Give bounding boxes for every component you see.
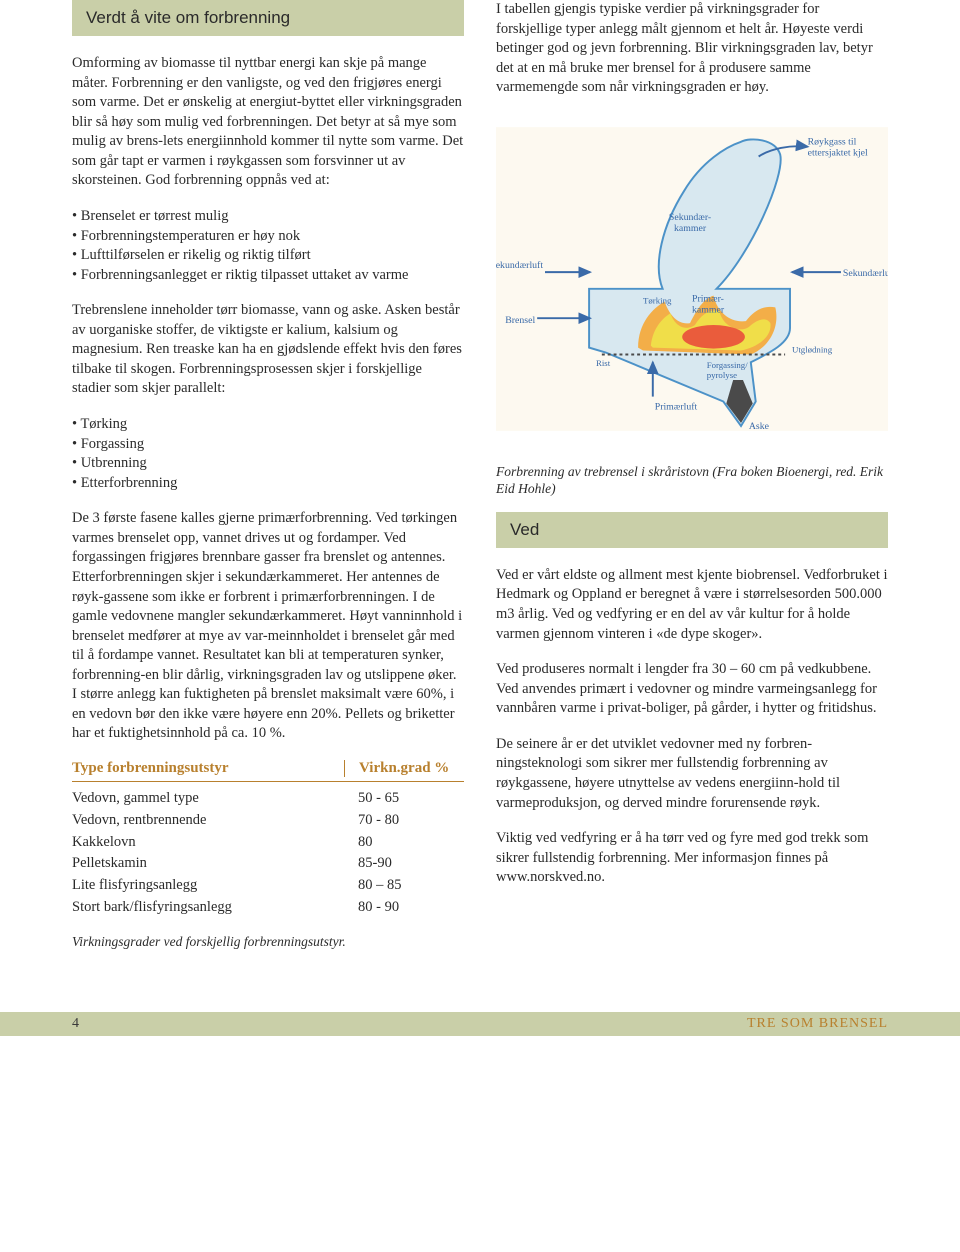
table-header-type: Type forbrenningsutstyr <box>72 760 344 777</box>
right-column: I tabellen gjengis typiske verdier på vi… <box>496 0 888 964</box>
ved-p2: Ved produseres normalt i lengder fra 30 … <box>496 660 888 719</box>
label-torking: Tørking <box>643 295 672 305</box>
page-footer: 4 TRE SOM BRENSEL <box>0 1012 960 1036</box>
list-item: Etterforbrenning <box>72 474 464 494</box>
list-item: Tørking <box>72 415 464 435</box>
label-brensel: Brensel <box>505 315 535 326</box>
list-item: Forgassing <box>72 435 464 455</box>
table-caption: Virkningsgrader ved forskjellig forbrenn… <box>72 933 464 951</box>
label-sekundaerluft-r: Sekundærluft <box>843 268 888 279</box>
page-number: 4 <box>72 1016 79 1032</box>
section-header-forbrenning: Verdt å vite om forbrenning <box>72 0 464 36</box>
table-row: Pelletskamin85-90 <box>72 853 464 875</box>
table-row: Kakkelovn80 <box>72 832 464 854</box>
label-primaerluft: Primærluft <box>655 401 698 412</box>
table-row: Lite flisfyringsanlegg80 – 85 <box>72 875 464 897</box>
bullets-stages: Tørking Forgassing Utbrenning Etterforbr… <box>72 415 464 493</box>
right-intro: I tabellen gjengis typiske verdier på vi… <box>496 0 888 98</box>
label-sekundaerluft-l: Sekundærluft <box>496 260 543 271</box>
link-norskved[interactable]: www.norskved.no <box>496 869 601 885</box>
table-row: Vedovn, rentbrennende70 - 80 <box>72 810 464 832</box>
para-stages: Trebrenslene inneholder tørr biomasse, v… <box>72 301 464 399</box>
ved-p4: Viktig ved vedfyring er å ha tørr ved og… <box>496 829 888 888</box>
left-column: Verdt å vite om forbrenning Omforming av… <box>72 0 464 964</box>
ved-p3: De seinere år er det utviklet vedovner m… <box>496 735 888 813</box>
list-item: Lufttilførselen er rikelig og riktig til… <box>72 246 464 266</box>
label-sekundaerkammer: Sekundær-kammer <box>669 212 711 234</box>
footer-title: TRE SOM BRENSEL <box>747 1016 888 1032</box>
list-item: Forbrenningstemperaturen er høy nok <box>72 227 464 247</box>
table-header-efficiency: Virkn.grad % <box>344 760 464 777</box>
list-item: Utbrenning <box>72 454 464 474</box>
label-primaerkammer: Primær-kammer <box>692 293 725 315</box>
table-row: Stort bark/flisfyringsanlegg80 - 90 <box>72 897 464 919</box>
combustion-diagram: Røykgass tilettersjaktet kjel Sekundær-k… <box>496 124 888 434</box>
label-aske: Aske <box>749 421 770 432</box>
table-row: Vedovn, gammel type50 - 65 <box>72 788 464 810</box>
ved-p1: Ved er vårt eldste og allment mest kjent… <box>496 566 888 644</box>
bullets-good-combustion: Brenselet er tørrest mulig Forbrenningst… <box>72 207 464 285</box>
para-phases: De 3 første fasene kalles gjerne primærf… <box>72 509 464 744</box>
diagram-caption: Forbrenning av trebrensel i skråristovn … <box>496 463 888 498</box>
list-item: Forbrenningsanlegget er riktig tilpasset… <box>72 266 464 286</box>
efficiency-table: Type forbrenningsutstyr Virkn.grad % Ved… <box>72 760 464 919</box>
section-header-ved: Ved <box>496 512 888 548</box>
label-utglodning: Utglødning <box>792 344 833 354</box>
label-rist: Rist <box>596 358 611 368</box>
intro-paragraph: Omforming av biomasse til nyttbar energi… <box>72 54 464 191</box>
list-item: Brenselet er tørrest mulig <box>72 207 464 227</box>
